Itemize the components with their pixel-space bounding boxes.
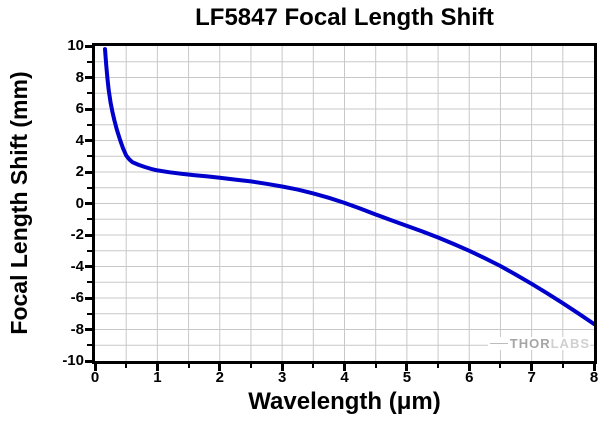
y-major-tick (85, 359, 92, 363)
y-major-tick (85, 139, 92, 142)
y-tick-label: 2 (75, 163, 84, 180)
x-major-tick (280, 364, 284, 371)
x-minor-tick (437, 364, 440, 368)
x-minor-tick (499, 364, 502, 368)
x-major-tick (93, 364, 97, 371)
x-major-tick (405, 364, 409, 371)
plot-area: THOR LABS (92, 43, 597, 364)
y-minor-tick (87, 155, 92, 158)
watermark-thor-text: THOR (509, 336, 551, 351)
x-major-tick (530, 364, 534, 371)
y-tick-label: 10 (67, 37, 84, 54)
plot-svg (95, 46, 594, 361)
x-tick-label: 4 (340, 369, 349, 386)
x-tick-label: 6 (465, 369, 474, 386)
y-major-tick (85, 296, 92, 300)
focal-length-shift-curve (103, 47, 594, 326)
x-tick-label: 8 (589, 369, 599, 386)
x-tick-label: 0 (90, 369, 100, 386)
y-tick-label: 4 (75, 131, 84, 149)
y-major-tick (85, 202, 92, 205)
y-major-tick (85, 44, 92, 48)
y-major-tick (85, 76, 92, 79)
y-tick-label: -2 (70, 226, 84, 243)
x-tick-label: 3 (277, 369, 287, 386)
watermark-line-icon (489, 343, 508, 344)
y-minor-tick (87, 312, 92, 315)
x-major-tick (218, 364, 222, 371)
y-minor-tick (87, 60, 92, 63)
x-minor-tick (187, 364, 190, 368)
x-minor-tick (561, 364, 564, 368)
y-major-tick (85, 265, 92, 268)
thorlabs-watermark: THOR LABS (487, 336, 590, 351)
y-minor-tick (87, 344, 92, 347)
x-major-tick (467, 364, 471, 371)
watermark-labs-text: LABS (550, 336, 590, 351)
y-minor-tick (87, 249, 92, 252)
y-tick-label: 8 (75, 68, 84, 86)
y-minor-tick (87, 218, 92, 221)
y-major-tick (85, 233, 92, 237)
x-tick-label: 1 (153, 369, 162, 386)
x-minor-tick (125, 364, 128, 368)
y-major-tick (85, 170, 92, 174)
y-major-tick (85, 328, 92, 331)
x-minor-tick (249, 364, 252, 368)
y-tick-label: -4 (70, 257, 84, 275)
y-minor-tick (87, 186, 92, 189)
y-tick-label: 0 (75, 194, 84, 212)
y-tick-label: -10 (62, 352, 84, 369)
y-minor-tick (87, 281, 92, 284)
x-tick-label: 5 (402, 369, 412, 386)
x-axis-title: Wavelength (μm) (248, 388, 441, 415)
y-axis-title: Focal Length Shift (mm) (6, 71, 32, 335)
x-tick-label: 2 (215, 369, 224, 386)
chart-title: LF5847 Focal Length Shift (195, 4, 494, 31)
x-major-tick (343, 364, 346, 371)
x-tick-label: 7 (527, 369, 536, 386)
y-minor-tick (87, 123, 92, 126)
y-tick-label: -8 (70, 320, 84, 338)
y-tick-label: 6 (75, 100, 84, 117)
y-tick-label: -6 (70, 289, 84, 306)
y-major-tick (85, 107, 92, 111)
x-major-tick (155, 364, 159, 371)
y-minor-tick (87, 92, 92, 95)
x-major-tick (592, 364, 596, 371)
x-minor-tick (374, 364, 377, 368)
x-minor-tick (312, 364, 315, 368)
